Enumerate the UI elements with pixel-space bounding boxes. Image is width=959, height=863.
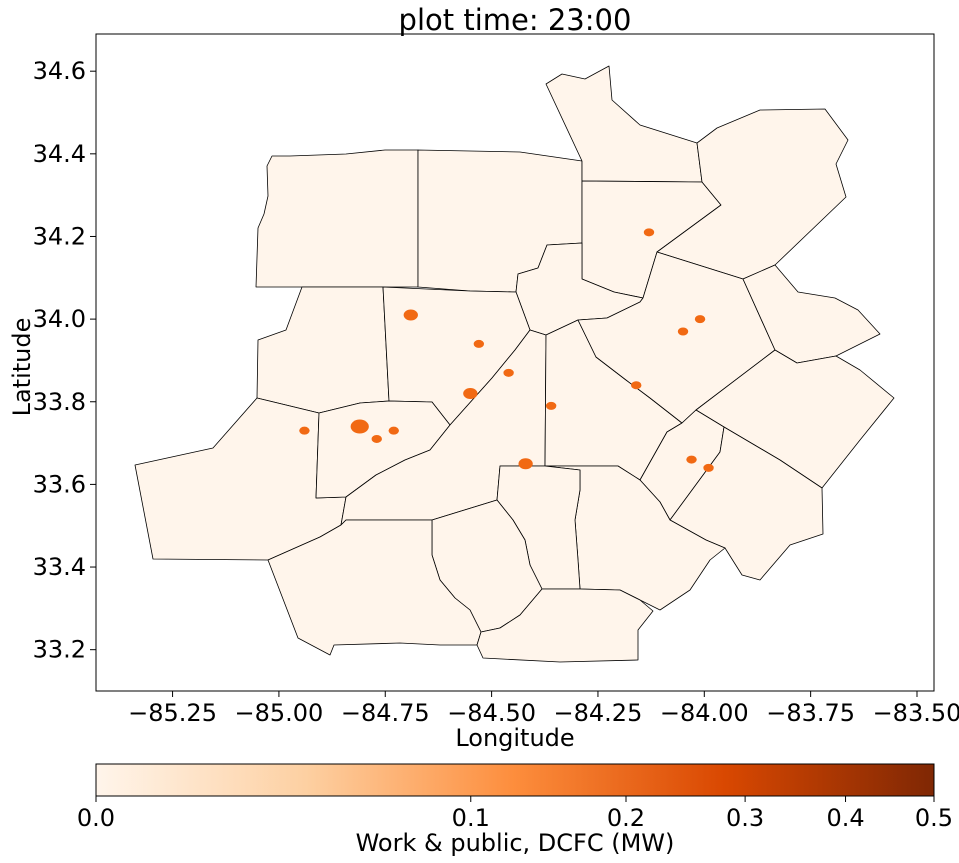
hotspot-mark [371, 434, 382, 443]
hotspot-layer [299, 228, 714, 472]
x-axis: −85.25 −85.00 −84.75 −84.50 −84.25 −84.00 −83.… [128, 691, 959, 727]
hotspot-mark [631, 381, 642, 390]
y-tick-label: 34.6 [33, 57, 86, 85]
hotspot-mark [677, 327, 689, 336]
y-tick-label: 34.0 [33, 305, 86, 333]
hotspot-mark [694, 315, 706, 324]
y-axis-label: Latitude [8, 318, 36, 417]
colorbar-tick-label: 0.3 [726, 804, 764, 832]
county-polygon [656, 108, 849, 280]
hotspot-mark [350, 419, 369, 434]
x-tick-label: −84.00 [660, 699, 749, 727]
x-tick-label: −84.50 [447, 699, 536, 727]
colorbar-ticks: 0.0 0.1 0.2 0.3 0.4 0.5 [77, 796, 953, 832]
hotspot-mark [403, 309, 418, 321]
hotspot-mark [518, 458, 533, 470]
colorbar-tick-label: 0.2 [607, 804, 645, 832]
hotspot-mark [463, 387, 478, 399]
county-polygon [545, 65, 703, 183]
colorbar-label: Work & public, DCFC (MW) [356, 829, 675, 857]
y-tick-label: 33.6 [33, 470, 86, 498]
y-axis: 33.2 33.4 33.6 33.8 34.0 34.2 34.4 34.6 [33, 57, 96, 664]
county-polygon [256, 286, 390, 414]
hotspot-mark [643, 228, 655, 237]
x-tick-label: −85.00 [234, 699, 323, 727]
hotspot-mark [545, 401, 557, 410]
colorbar-tick-label: 0.4 [826, 804, 864, 832]
county-polygon [669, 426, 824, 581]
y-tick-label: 33.2 [33, 636, 86, 664]
county-polygon [134, 397, 347, 561]
colorbar-tick-label: 0.5 [915, 804, 953, 832]
y-tick-label: 34.2 [33, 222, 86, 250]
x-tick-label: −83.75 [766, 699, 855, 727]
colorbar-tick-label: 0.1 [452, 804, 490, 832]
plot-frame [95, 33, 935, 692]
hotspot-mark [686, 455, 697, 464]
county-polygon [476, 588, 654, 663]
hotspot-mark [388, 426, 399, 435]
hotspot-mark [503, 368, 514, 377]
x-tick-label: −84.75 [341, 699, 430, 727]
colorbar-tick-label: 0.0 [77, 804, 115, 832]
y-tick-label: 33.8 [33, 388, 86, 416]
hotspot-mark [473, 339, 485, 348]
county-polygon [255, 149, 419, 288]
colorbar [95, 763, 935, 797]
x-tick-label: −83.50 [873, 699, 959, 727]
y-tick-label: 33.4 [33, 553, 86, 581]
y-tick-label: 34.4 [33, 140, 86, 168]
x-tick-label: −85.25 [128, 699, 217, 727]
x-tick-label: −84.25 [554, 699, 643, 727]
county-map [134, 65, 895, 663]
hotspot-mark [299, 426, 310, 435]
chart-title: plot time: 23:00 [399, 3, 632, 37]
hotspot-mark [703, 463, 714, 472]
x-axis-label: Longitude [455, 724, 574, 752]
